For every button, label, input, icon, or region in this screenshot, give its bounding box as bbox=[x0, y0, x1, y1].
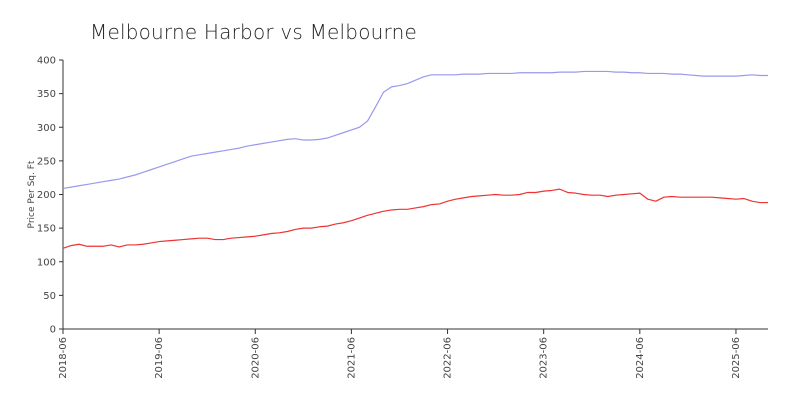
y-tick-label: 50 bbox=[43, 291, 56, 302]
series-line-2 bbox=[62, 188, 768, 249]
x-tick-label: 2019-06 bbox=[154, 337, 165, 379]
x-tick-label: 2020-06 bbox=[250, 337, 261, 379]
x-tick-label: 2022-06 bbox=[443, 337, 454, 379]
y-tick-label: 200 bbox=[37, 190, 56, 201]
y-axis-label: Price Per Sq. Ft bbox=[27, 160, 37, 228]
plot-area bbox=[62, 70, 768, 249]
series-line-1 bbox=[62, 70, 768, 190]
x-tick-label: 2025-06 bbox=[731, 337, 742, 379]
y-tick-label: 300 bbox=[37, 123, 56, 134]
x-tick-label: 2021-06 bbox=[346, 337, 357, 379]
y-tick-label: 100 bbox=[37, 257, 56, 268]
y-tick-label: 350 bbox=[37, 89, 56, 100]
x-tick-label: 2023-06 bbox=[539, 337, 550, 379]
y-tick-label: 250 bbox=[37, 156, 56, 167]
y-tick-label: 400 bbox=[37, 56, 56, 67]
chart-title: Melbourne Harbor vs Melbourne bbox=[90, 20, 417, 44]
y-tick-label: 150 bbox=[37, 224, 56, 235]
x-axis: 2018-06 2019-06 2020-06 2021-06 2022-06 2023-… bbox=[58, 328, 768, 379]
y-axis: 0 50 100 150 200 250 300 350 400 bbox=[37, 56, 64, 336]
y-tick-label: 0 bbox=[50, 325, 56, 336]
x-tick-label: 2024-06 bbox=[635, 337, 646, 379]
x-tick-label: 2018-06 bbox=[58, 337, 69, 379]
